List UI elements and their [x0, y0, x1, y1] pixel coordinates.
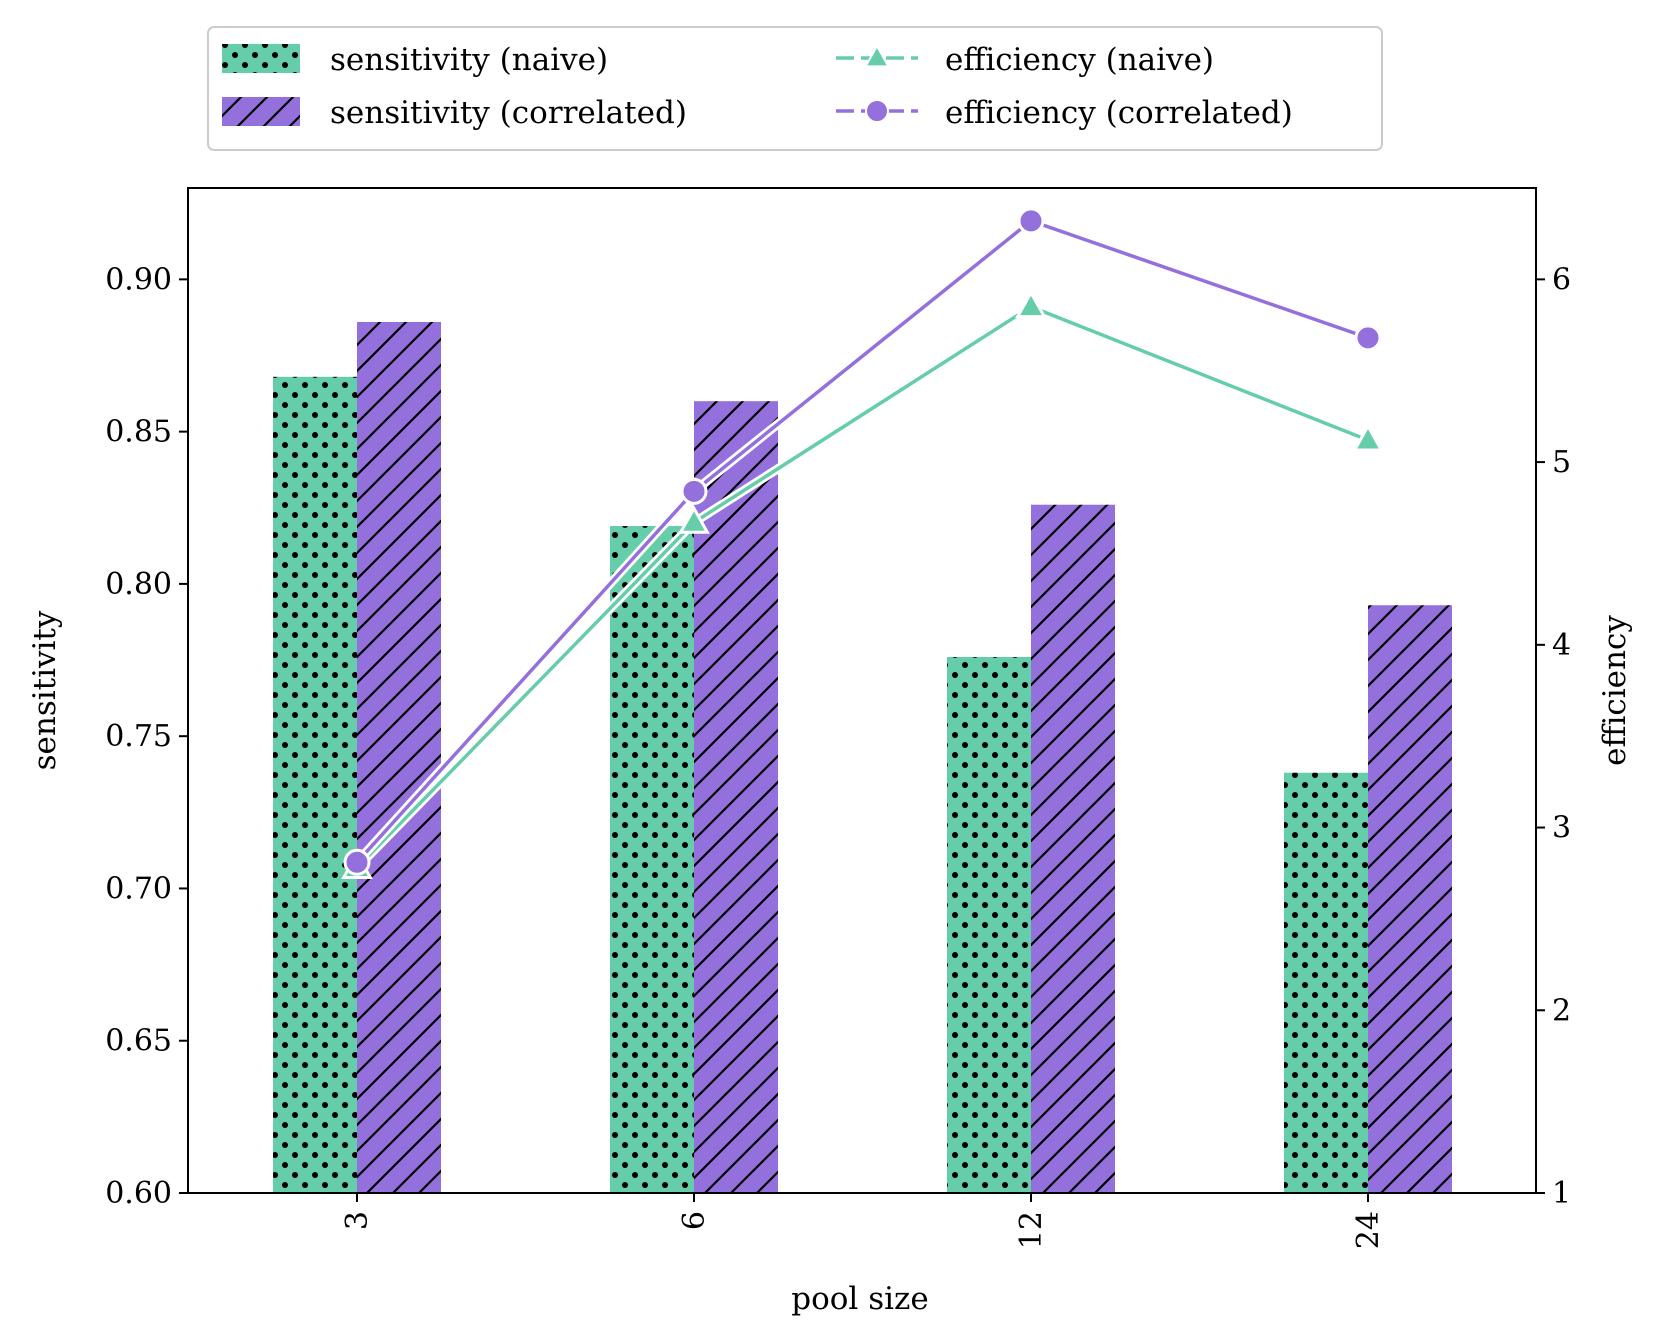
legend-marker-naive: [863, 43, 891, 68]
y-tick-label: 0.80: [105, 567, 172, 602]
y-tick-label: 0.60: [105, 1176, 172, 1211]
line-efficiency-correlated: [355, 219, 1369, 864]
line-halo-naive: [353, 302, 1370, 871]
x-tick-label: 12: [1014, 1211, 1049, 1249]
legend-label: sensitivity (correlated): [330, 95, 687, 131]
legend-label: sensitivity (naive): [330, 42, 608, 78]
x-tick-label: 24: [1351, 1211, 1386, 1249]
y-right-tick-label: 4: [1552, 628, 1571, 663]
line-efficiency-naive: [355, 305, 1369, 869]
bar-correlated-6: [694, 401, 778, 1193]
y-right-tick-label: 2: [1552, 993, 1571, 1028]
legend-swatch-naive: [222, 44, 300, 73]
y-tick-label: 0.70: [105, 871, 172, 906]
y-right-tick-label: 6: [1552, 262, 1571, 297]
y-axis-title: sensitivity: [27, 610, 63, 770]
y-right-axis-title: efficiency: [1597, 615, 1633, 766]
marker-efficiency-correlated-3: [343, 848, 371, 876]
marker-efficiency-correlated-6: [680, 477, 708, 505]
legend: sensitivity (naive) sensitivity (correlat…: [207, 26, 1383, 151]
legend-swatch-correlated: [222, 97, 300, 126]
x-axis-title: pool size: [791, 1281, 928, 1317]
bar-naive-6: [610, 526, 694, 1193]
marker-efficiency-correlated-12: [1017, 207, 1045, 235]
marker-efficiency-correlated-24: [1354, 324, 1382, 352]
legend-label: efficiency (naive): [945, 42, 1214, 78]
y-right-tick-label: 1: [1552, 1176, 1571, 1211]
x-tick-label: 6: [677, 1211, 712, 1230]
y-right-tick-label: 5: [1552, 445, 1571, 480]
bar-correlated-24: [1368, 605, 1452, 1193]
y-right-tick-label: 3: [1552, 811, 1571, 846]
bar-naive-3: [273, 376, 357, 1193]
y-tick-label: 0.75: [105, 719, 172, 754]
y-tick-label: 0.65: [105, 1024, 172, 1059]
marker-efficiency-naive-12: [1015, 289, 1047, 319]
legend-marker-correlated: [865, 99, 889, 123]
bar-correlated-3: [357, 322, 441, 1193]
bar-naive-12: [947, 657, 1031, 1193]
line-halo-correlated: [353, 216, 1370, 866]
y-tick-label: 0.85: [105, 415, 172, 450]
bar-naive-24: [1284, 772, 1368, 1193]
marker-efficiency-naive-24: [1352, 423, 1384, 452]
marker-efficiency-naive-6: [678, 505, 710, 534]
legend-label: efficiency (correlated): [945, 95, 1293, 131]
y-tick-label: 0.90: [105, 262, 172, 297]
legend-box: [207, 26, 1383, 151]
axes-frame: [187, 187, 1537, 1194]
x-tick-label: 3: [340, 1211, 375, 1230]
bar-correlated-12: [1031, 504, 1115, 1193]
